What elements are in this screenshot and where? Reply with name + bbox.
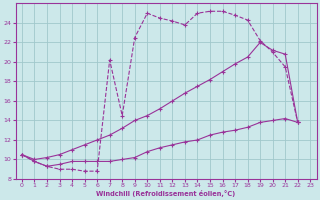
X-axis label: Windchill (Refroidissement éolien,°C): Windchill (Refroidissement éolien,°C) bbox=[96, 190, 236, 197]
